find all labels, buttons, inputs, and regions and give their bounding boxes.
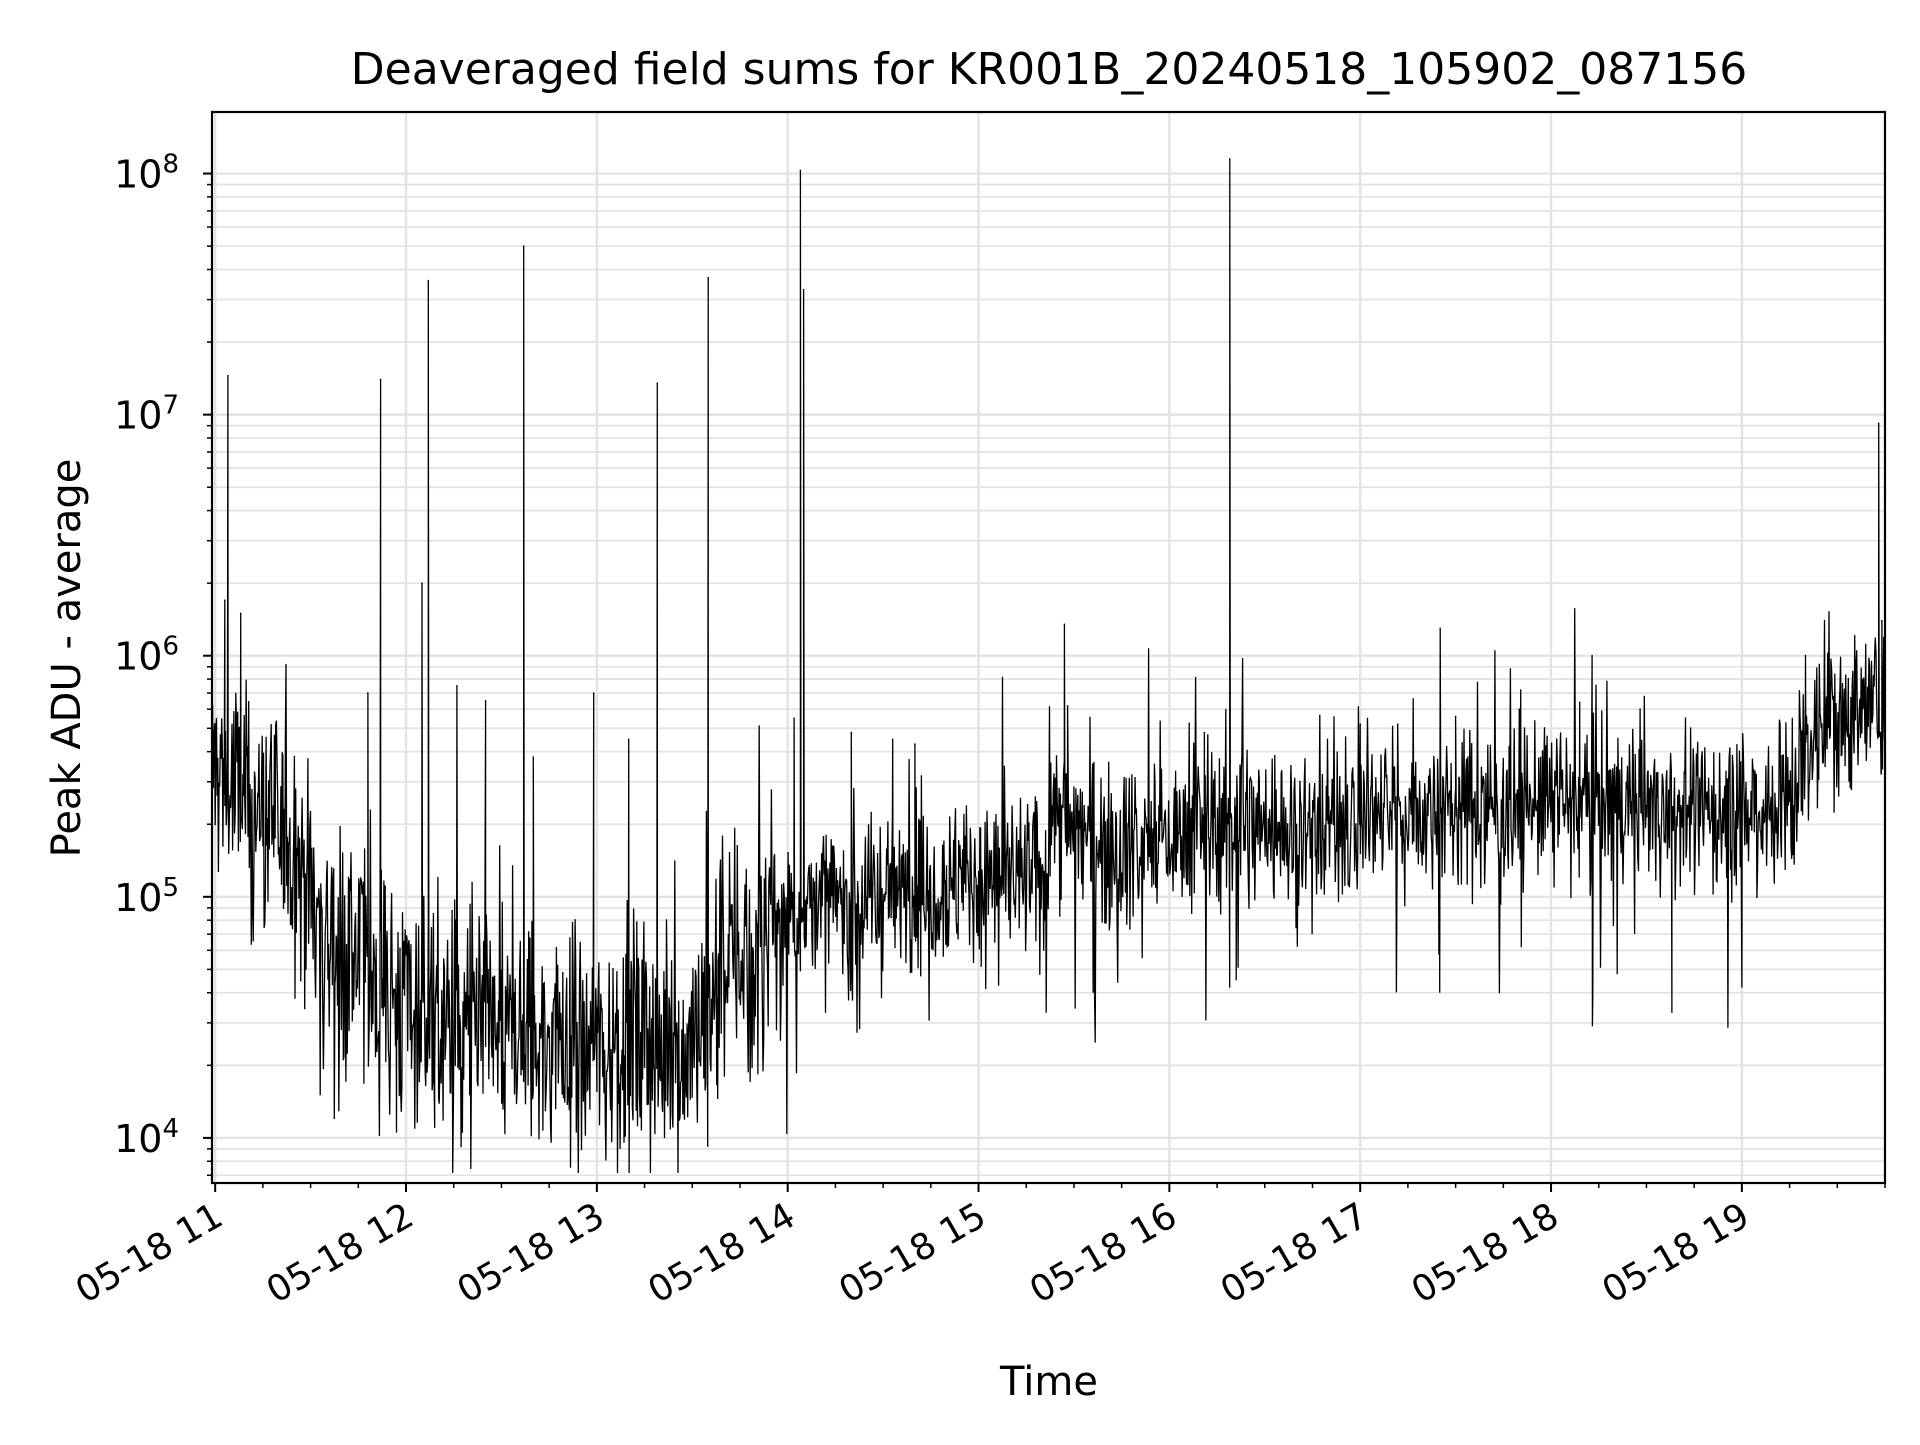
y-tick-base: 10 bbox=[114, 876, 162, 920]
spike-peak-point bbox=[1881, 619, 1883, 622]
spike-peak-point bbox=[707, 276, 709, 279]
y-tick-exponent: 8 bbox=[162, 150, 179, 180]
spike-peak-point bbox=[367, 692, 369, 694]
spike-peak-point bbox=[627, 738, 630, 741]
spike-peak-point bbox=[793, 717, 795, 720]
y-tick-exponent: 6 bbox=[162, 632, 179, 662]
spike-peak-point bbox=[379, 378, 382, 381]
spike-peak-point bbox=[1804, 654, 1807, 657]
spike-peak-point bbox=[802, 288, 805, 291]
spike-peak-point bbox=[1359, 723, 1361, 725]
spike-peak-point bbox=[914, 743, 916, 745]
spike-peak-point bbox=[656, 382, 659, 385]
y-tick-label: 108 bbox=[114, 150, 179, 197]
spike-peak-point bbox=[1203, 731, 1206, 734]
spike-peak-point bbox=[456, 685, 458, 687]
spike-peak-point bbox=[484, 700, 487, 702]
y-tick-label: 104 bbox=[114, 1114, 179, 1161]
spike-peak-point bbox=[1066, 704, 1069, 707]
spike-peak-point bbox=[1228, 158, 1231, 160]
spike-peak-point bbox=[850, 731, 853, 734]
y-tick-exponent: 7 bbox=[162, 391, 179, 421]
spike-peak-point bbox=[427, 279, 430, 282]
spike-peak-point bbox=[223, 599, 226, 601]
y-tick-label: 106 bbox=[114, 632, 179, 679]
spike-peak-point bbox=[239, 612, 242, 615]
spike-peak-point bbox=[1454, 715, 1457, 718]
spike-peak-point bbox=[522, 245, 525, 247]
y-tick-exponent: 4 bbox=[162, 1114, 179, 1144]
spike-peak-point bbox=[1063, 623, 1066, 626]
y-axis-label: Peak ADU - average bbox=[44, 459, 90, 858]
spike-peak-point bbox=[1877, 422, 1880, 425]
spike-peak-point bbox=[421, 582, 423, 584]
spike-peak-point bbox=[592, 692, 595, 694]
y-tick-base: 10 bbox=[114, 635, 162, 679]
spike-peak-point bbox=[1578, 701, 1581, 704]
spike-peak-point bbox=[1518, 708, 1521, 711]
spike-peak-point bbox=[799, 169, 802, 172]
chart-title: Deaveraged field sums for KR001B_2024051… bbox=[351, 44, 1747, 95]
y-tick-base: 10 bbox=[114, 394, 162, 438]
x-axis-label: Time bbox=[999, 1359, 1098, 1405]
y-tick-label: 105 bbox=[114, 873, 179, 920]
data-line bbox=[211, 158, 1886, 1174]
y-tick-base: 10 bbox=[114, 153, 162, 197]
data-series bbox=[211, 158, 1886, 1174]
spike-peak-point bbox=[891, 738, 894, 741]
y-tick-label: 107 bbox=[114, 391, 179, 438]
spike-peak-point bbox=[227, 374, 229, 377]
y-tick-exponent: 5 bbox=[162, 873, 179, 903]
spike-peak-point bbox=[532, 756, 535, 758]
plot-frame bbox=[210, 110, 1887, 1185]
spike-peak-point bbox=[1639, 708, 1641, 711]
y-tick-base: 10 bbox=[114, 1117, 162, 1161]
